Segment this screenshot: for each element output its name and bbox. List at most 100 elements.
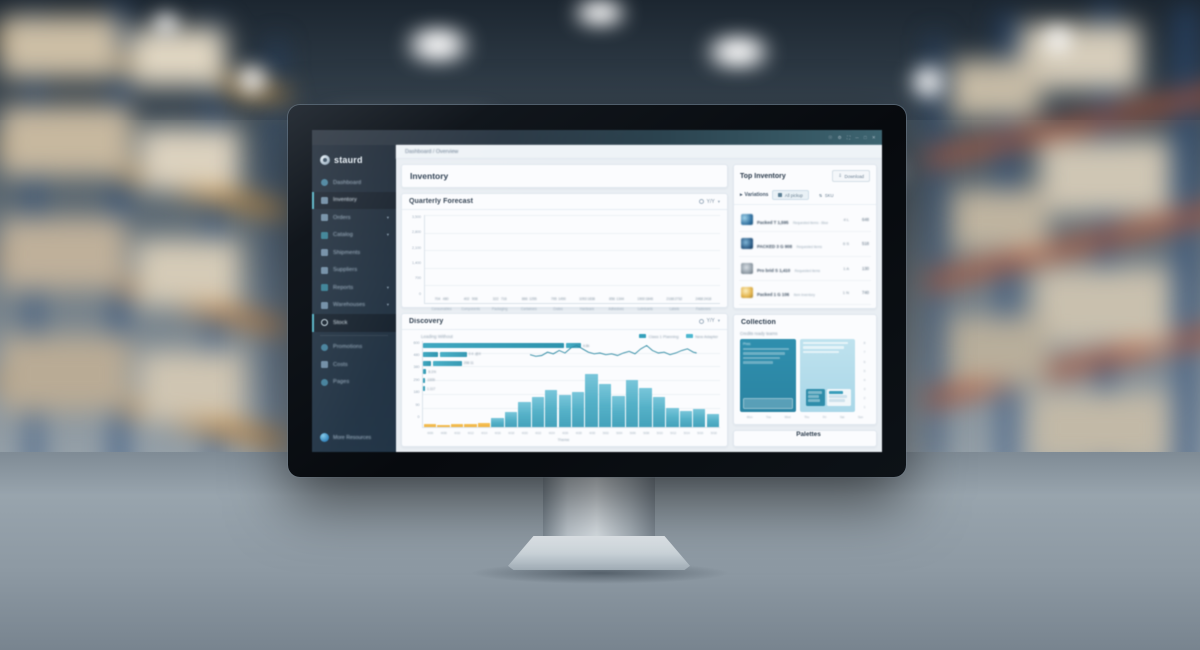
breadcrumb[interactable]: Dashboard / Overview bbox=[396, 145, 882, 159]
monitor: ☉ ⚙ ⛶ ─ □ ✕ staurd Dashboard bbox=[288, 105, 906, 477]
product-meta: Requested items bbox=[794, 269, 821, 274]
chevron-down-icon[interactable]: ▾ bbox=[717, 318, 720, 324]
bar-value: 1846 bbox=[645, 297, 654, 302]
tag-icon bbox=[321, 343, 328, 351]
y-tick: 2,800 bbox=[412, 230, 421, 235]
sidebar-item-dashboard[interactable]: Dashboard bbox=[312, 174, 396, 192]
bar-value: 2732 bbox=[674, 297, 683, 302]
sidebar-item-warehouses[interactable]: Warehouses ▾ bbox=[312, 297, 396, 315]
download-button[interactable]: ⇩ Download bbox=[832, 170, 870, 182]
product-qty: 4 L bbox=[843, 217, 849, 223]
h-bar-value: 298 11 bbox=[463, 361, 474, 366]
x-axis: 4/06 4/08 4/10 4/12 4/14 4/16 4/18 4/20 bbox=[423, 431, 720, 435]
card-tools[interactable]: Y/Y ▾ bbox=[698, 198, 720, 205]
sidebar-item-suppliers[interactable]: Suppliers bbox=[312, 262, 396, 280]
y-tick: 480 bbox=[413, 352, 420, 357]
list-item[interactable]: PACKED 3 G 908 Requested items 6 S 518 bbox=[739, 232, 871, 257]
sidebar-item-orders[interactable]: Orders ▾ bbox=[312, 209, 396, 227]
x-tick: 4/28 bbox=[575, 431, 582, 435]
x-tick: Adhesives bbox=[608, 306, 624, 311]
x-tick: 5/18 bbox=[710, 431, 717, 435]
bar bbox=[571, 392, 585, 427]
palettes-card[interactable]: Palettes bbox=[733, 430, 877, 447]
sidebar-item-label: Orders bbox=[333, 214, 351, 221]
h-bar-value: 0 4 .@X bbox=[468, 352, 481, 357]
bar bbox=[585, 374, 598, 427]
sidebar-item-inventory[interactable]: Inventory bbox=[312, 191, 396, 209]
bar bbox=[477, 423, 491, 427]
h-bar bbox=[423, 343, 565, 349]
sidebar-item-label: Inventory bbox=[333, 197, 357, 204]
sidebar-item-reports[interactable]: Reports ▾ bbox=[312, 279, 396, 297]
chevron-down-icon[interactable]: ▾ bbox=[717, 198, 720, 204]
chevron-down-icon[interactable]: ▾ bbox=[386, 302, 389, 308]
list-item[interactable]: Packed T 1,595 Requested items - Blue 4 … bbox=[739, 208, 871, 233]
chevron-down-icon[interactable]: ▾ bbox=[386, 214, 389, 220]
axis-label: Sun bbox=[857, 415, 864, 419]
sidebar-item-catalog[interactable]: Catalog ▾ bbox=[312, 227, 396, 245]
bar-value: 908 bbox=[471, 297, 478, 302]
chevron-down-icon[interactable]: ▾ bbox=[386, 284, 389, 290]
x-tick: 4/14 bbox=[481, 431, 488, 435]
monitor-base bbox=[508, 536, 690, 570]
download-icon: ⇩ bbox=[838, 173, 842, 178]
y-tick: 90 bbox=[415, 402, 420, 407]
sidebar-item-label: Suppliers bbox=[333, 267, 358, 274]
h-bar bbox=[423, 377, 426, 383]
brand[interactable]: staurd bbox=[312, 152, 396, 174]
sidebar-item-label: Warehouses bbox=[333, 302, 366, 309]
maximize-icon[interactable]: □ bbox=[863, 135, 867, 140]
pill-sku[interactable]: ⇅ SKU bbox=[813, 190, 840, 200]
x-tick: Packaging bbox=[492, 306, 508, 311]
close-icon[interactable]: ✕ bbox=[871, 134, 876, 140]
pill-all-pickup[interactable]: All pickup bbox=[772, 190, 809, 201]
user-avatar[interactable] bbox=[320, 433, 329, 442]
list-item[interactable]: Packed 1 G 106 Item inventory 1 N 740 bbox=[739, 281, 871, 305]
menu-icon[interactable]: ⚙ bbox=[837, 134, 842, 140]
sidebar-item-pages[interactable]: Pages bbox=[312, 374, 396, 392]
bar-value: 1900 bbox=[637, 297, 645, 302]
pin-icon[interactable]: ☉ bbox=[828, 134, 833, 140]
window-titlebar[interactable]: ☉ ⚙ ⛶ ─ □ ✕ bbox=[312, 130, 882, 145]
sidebar-footer[interactable]: More Resources bbox=[312, 433, 396, 452]
bar-value: 2418 bbox=[703, 297, 712, 302]
legend-swatch bbox=[685, 334, 693, 338]
h-bar-row: 298 11 bbox=[423, 359, 589, 368]
card-icon bbox=[321, 361, 328, 369]
h-bar-row: 1009 bbox=[423, 376, 589, 385]
y-tick: 3,500 bbox=[412, 215, 421, 219]
collection-card: Collection Credits ready teams Pres bbox=[733, 313, 877, 425]
main-content: Dashboard / Overview Inventory Quarterly… bbox=[396, 145, 882, 452]
chevron-down-icon[interactable]: ▾ bbox=[386, 232, 389, 238]
sidebar-item-promotions[interactable]: Promotions bbox=[312, 339, 396, 357]
product-price: 130 bbox=[862, 265, 869, 271]
mock-panel-light[interactable] bbox=[799, 338, 855, 412]
bar bbox=[504, 412, 518, 427]
restore-icon[interactable]: ⛶ bbox=[846, 135, 851, 140]
sidebar-item-stock[interactable]: Stock bbox=[312, 314, 396, 332]
minimize-icon[interactable]: ─ bbox=[855, 135, 859, 140]
y-axis: 600 480 380 290 180 90 0 bbox=[407, 341, 422, 428]
folder-icon bbox=[321, 284, 328, 292]
side-tick: 8 bbox=[863, 341, 866, 346]
sidebar-item-shipments[interactable]: Shipments bbox=[312, 244, 396, 262]
h-bar bbox=[423, 360, 432, 366]
list-item[interactable]: Pro brid S 1,410 Requested items 1 A 130 bbox=[739, 257, 871, 281]
period-chip[interactable]: Y/Y bbox=[706, 198, 715, 205]
discovery-card: Discovery Y/Y ▾ Leading Without bbox=[401, 312, 728, 447]
x-tick: 5/14 bbox=[683, 431, 690, 435]
y-tick: 0 bbox=[419, 291, 421, 296]
card-tools[interactable]: Y/Y ▾ bbox=[698, 318, 720, 325]
x-tick: 4/10 bbox=[454, 431, 461, 435]
list-icon bbox=[321, 266, 328, 274]
h-bar-row: 4.6k bbox=[423, 342, 589, 351]
sidebar-item-costs[interactable]: Costs bbox=[312, 356, 396, 374]
chart-legend: Class 1 Planning New Adapter bbox=[639, 334, 718, 339]
x-tick: 5/16 bbox=[697, 431, 704, 435]
list-item[interactable]: PALLET T 5,040 Requested items 8 N 742 bbox=[739, 305, 871, 308]
period-chip[interactable]: Y/Y bbox=[706, 318, 715, 325]
mock-line bbox=[828, 391, 844, 394]
variations-filter[interactable]: ▸ Variations bbox=[740, 192, 768, 198]
mock-panel-dark[interactable]: Pres bbox=[740, 338, 796, 412]
monitor-neck bbox=[543, 470, 655, 542]
